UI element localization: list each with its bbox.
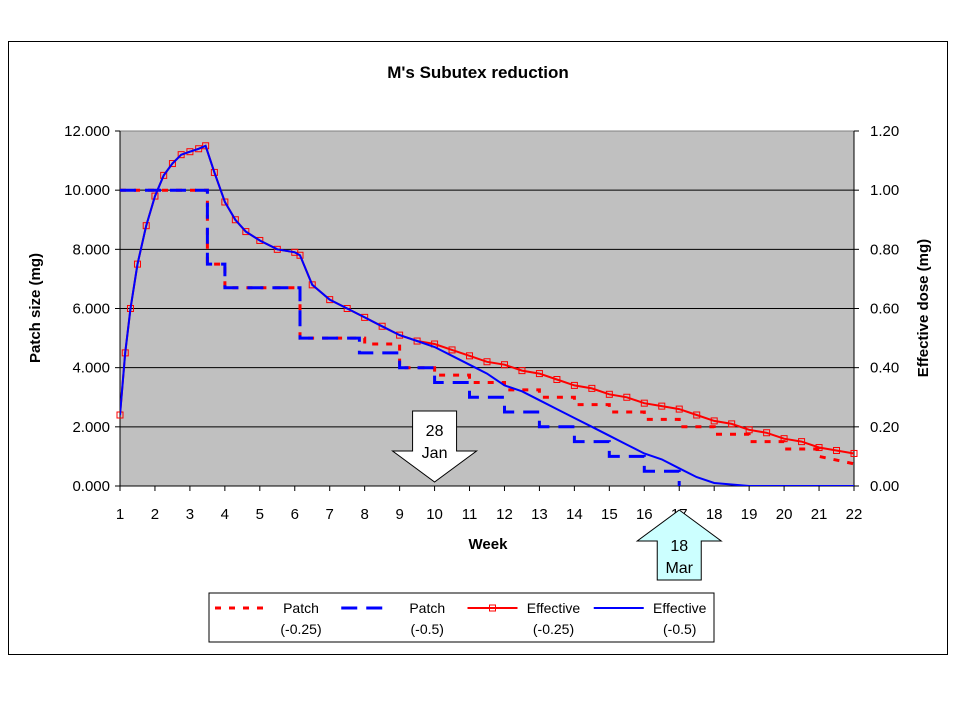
y-left-axis-title: Patch size (mg) <box>27 253 44 363</box>
callout-label: 28 <box>426 423 444 440</box>
x-tick-label: 22 <box>846 506 863 523</box>
x-tick-label: 3 <box>186 506 194 523</box>
x-tick-label: 10 <box>426 506 443 523</box>
x-tick-label: 14 <box>566 506 583 523</box>
series-marker <box>518 367 526 375</box>
y-left-tick-label: 0.000 <box>72 478 110 495</box>
legend-label: (-0.5) <box>411 621 444 637</box>
y-left-tick-label: 4.000 <box>72 360 110 377</box>
callout-arrow-0 <box>391 410 479 483</box>
legend-label: Effective <box>653 600 707 616</box>
x-tick-label: 21 <box>811 506 828 523</box>
x-tick-label: 5 <box>256 506 264 523</box>
x-tick-label: 8 <box>360 506 368 523</box>
legend-label: Patch <box>283 600 319 616</box>
x-tick-label: 15 <box>601 506 618 523</box>
series-marker <box>605 390 613 398</box>
y-right-axis-title: Effective dose (mg) <box>915 239 932 377</box>
series-marker <box>231 216 239 224</box>
x-tick-label: 13 <box>531 506 548 523</box>
y-right-tick-label: 0.60 <box>870 301 899 318</box>
y-right-tick-label: 0.40 <box>870 360 899 377</box>
chart-title: M's Subutex reduction <box>387 63 569 82</box>
x-tick-label: 11 <box>462 506 478 523</box>
series-marker <box>815 444 823 452</box>
series-marker <box>343 305 351 312</box>
series-marker <box>308 281 316 289</box>
series-marker <box>296 251 304 259</box>
series-line-0 <box>120 188 854 466</box>
series-marker <box>483 358 491 366</box>
y-right-tick-label: 1.00 <box>870 182 899 199</box>
y-right-tick-label: 0.80 <box>870 241 899 258</box>
y-right-tick-label: 0.20 <box>870 419 899 436</box>
series-marker <box>658 402 666 410</box>
series-marker <box>710 417 718 425</box>
legend-marker <box>489 604 496 612</box>
y-left-tick-label: 10.000 <box>64 182 110 199</box>
series-marker <box>850 449 858 457</box>
x-tick-label: 6 <box>291 506 299 523</box>
x-tick-label: 12 <box>496 506 513 523</box>
legend-label: Patch <box>409 600 445 616</box>
series-marker <box>640 399 648 407</box>
legend-label: (-0.25) <box>533 621 574 637</box>
x-tick-label: 18 <box>706 506 723 523</box>
callout-label: Mar <box>665 560 693 577</box>
series-marker <box>693 411 701 419</box>
series-marker <box>168 160 176 168</box>
series-marker <box>675 405 683 413</box>
y-right-tick-label: 1.20 <box>870 123 899 140</box>
series-marker <box>466 352 474 360</box>
y-left-tick-label: 6.000 <box>72 301 110 318</box>
series-marker <box>780 435 788 443</box>
series-line-3 <box>120 144 854 486</box>
legend-label: (-0.5) <box>663 621 696 637</box>
callout-label: 18 <box>670 538 688 555</box>
series-marker <box>833 447 841 454</box>
series-marker <box>570 381 578 389</box>
y-right-tick-label: 0.00 <box>870 478 899 495</box>
series-marker <box>623 393 631 401</box>
series-marker <box>798 438 806 446</box>
series-marker <box>588 384 596 392</box>
callout-arrow-1 <box>635 509 723 581</box>
callout-label: Jan <box>422 445 448 462</box>
legend-box <box>208 592 715 643</box>
series-marker <box>378 322 386 330</box>
series-line-1 <box>120 188 681 486</box>
series-marker <box>500 361 508 369</box>
x-tick-label: 20 <box>776 506 793 523</box>
series-marker <box>763 429 771 437</box>
series-marker <box>326 296 334 304</box>
series-marker <box>728 420 736 428</box>
x-tick-label: 1 <box>116 506 124 523</box>
series-marker <box>160 171 168 179</box>
x-axis-title: Week <box>469 536 509 553</box>
x-tick-label: 9 <box>395 506 403 523</box>
y-left-tick-label: 12.000 <box>64 123 110 140</box>
series-marker <box>242 228 250 236</box>
x-tick-label: 7 <box>326 506 334 523</box>
x-tick-label: 16 <box>636 506 653 523</box>
series-marker <box>553 376 561 383</box>
legend-label: Effective <box>527 600 581 616</box>
y-left-tick-label: 8.000 <box>72 241 110 258</box>
series-marker <box>361 313 369 321</box>
series-marker <box>256 236 264 244</box>
x-tick-label: 4 <box>221 506 229 523</box>
series-marker <box>535 370 543 378</box>
y-left-tick-label: 2.000 <box>72 419 110 436</box>
legend-label: (-0.25) <box>280 621 321 637</box>
series-marker <box>448 346 456 354</box>
x-tick-label: 19 <box>741 506 758 523</box>
series-marker <box>745 426 753 434</box>
x-tick-label: 2 <box>151 506 159 523</box>
